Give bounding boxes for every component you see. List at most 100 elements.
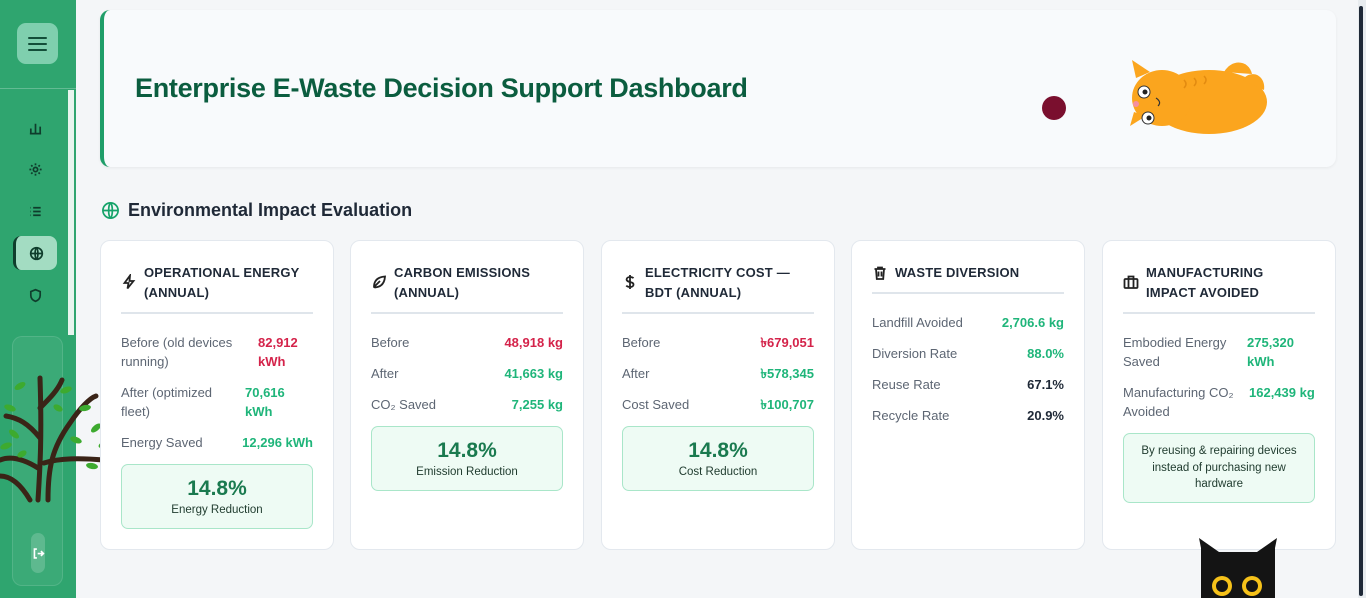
metric-value: ৳679,051 [760, 335, 814, 350]
sidebar-divider [0, 88, 76, 89]
metric-label: Cost Saved [622, 397, 690, 412]
card-header: CARBON EMISSIONS (ANNUAL) [371, 241, 563, 314]
reduction-label: Energy Reduction [171, 504, 263, 516]
reduction-label: Emission Reduction [416, 466, 518, 478]
energy-card: OPERATIONAL ENERGY (ANNUAL) Before (old … [100, 240, 334, 550]
factory-icon [1123, 275, 1139, 289]
card-header: ELECTRICITY COST — BDT (ANNUAL) [622, 241, 814, 314]
metric-label: Diversion Rate [872, 346, 958, 361]
menu-toggle-button[interactable] [17, 23, 58, 64]
reduction-badge: 14.8% Cost Reduction [622, 426, 814, 491]
metric-value: ৳100,707 [760, 397, 814, 412]
metric-row: Energy Saved 12,296 kWh [121, 433, 313, 452]
sidebar [0, 0, 76, 598]
metric-label: After [622, 366, 650, 381]
sidebar-item-environment[interactable] [13, 236, 57, 270]
metric-value: 88.0% [1027, 346, 1064, 361]
metric-value: 275,320 kWh [1247, 335, 1294, 369]
metric-label: After (optimized fleet) [121, 385, 213, 419]
metric-row: Before (old devices running) 82,912 kWh [121, 333, 313, 371]
metric-row: After (optimized fleet) 70,616 kWh [121, 383, 313, 421]
metric-row: After ৳578,345 [622, 364, 814, 383]
page-title: Enterprise E-Waste Decision Support Dash… [135, 73, 748, 103]
metric-label: Before [622, 335, 661, 350]
card-title: CARBON EMISSIONS (ANNUAL) [394, 265, 531, 300]
section-title-text: Environmental Impact Evaluation [128, 200, 413, 220]
orange-cat-illustration [1130, 60, 1267, 134]
card-title: MANUFACTURING IMPACT AVOIDED [1146, 265, 1264, 300]
metric-label: After [371, 366, 399, 381]
metric-row: Recycle Rate 20.9% [872, 406, 1064, 425]
metric-label: Landfill Avoided [872, 315, 963, 330]
lightning-icon [122, 274, 136, 290]
metric-row: Reuse Rate 67.1% [872, 375, 1064, 394]
card-title: WASTE DIVERSION [895, 265, 1020, 280]
metric-label: Embodied Energy Saved [1123, 335, 1227, 369]
logout-icon [33, 547, 45, 559]
black-cat-illustration [1199, 538, 1277, 598]
header-banner: Enterprise E-Waste Decision Support Dash… [100, 10, 1336, 167]
metric-label: Recycle Rate [872, 408, 950, 423]
metric-label: Reuse Rate [872, 377, 941, 392]
carbon-card: CARBON EMISSIONS (ANNUAL) Before 48,918 … [350, 240, 584, 550]
metric-row: Embodied Energy Saved 275,320 kWh [1123, 333, 1315, 371]
card-header: MANUFACTURING IMPACT AVOIDED [1123, 241, 1315, 314]
metric-value: 2,706.6 kg [1001, 315, 1064, 330]
tree-illustration [0, 375, 110, 503]
sidebar-item-list[interactable] [13, 194, 57, 228]
metric-label: Before (old devices running) [121, 335, 233, 369]
metric-value: 162,439 kg [1249, 385, 1315, 400]
sidebar-item-analytics[interactable] [13, 110, 57, 144]
gear-icon [28, 162, 42, 176]
metric-value: ৳578,345 [760, 366, 814, 381]
metric-row: Diversion Rate 88.0% [872, 344, 1064, 363]
metric-value: 48,918 kg [504, 335, 563, 350]
card-title: OPERATIONAL ENERGY (ANNUAL) [144, 265, 300, 300]
metric-label: Energy Saved [121, 435, 203, 450]
page-scrollbar[interactable] [1358, 0, 1366, 598]
globe-icon [29, 246, 44, 260]
shield-icon [29, 288, 41, 302]
ball-decoration [1042, 96, 1066, 120]
metric-label: CO₂ Saved [371, 397, 437, 412]
metric-value: 70,616 kWh [245, 385, 285, 419]
metric-value: 7,255 kg [511, 397, 563, 412]
metric-row: CO₂ Saved 7,255 kg [371, 395, 563, 414]
metric-value: 41,663 kg [504, 366, 563, 381]
cost-card: ELECTRICITY COST — BDT (ANNUAL) Before ৳… [601, 240, 835, 550]
metric-row: Cost Saved ৳100,707 [622, 395, 814, 414]
reduction-badge: 14.8% Energy Reduction [121, 464, 313, 529]
logout-button[interactable] [31, 533, 45, 573]
reduction-value: 14.8% [187, 477, 247, 500]
metric-value: 82,912 kWh [258, 335, 298, 369]
sidebar-item-security[interactable] [13, 278, 57, 312]
sidebar-item-settings[interactable] [13, 152, 57, 186]
metric-label: Before [371, 335, 410, 350]
globe-icon [102, 202, 119, 219]
bar-chart-icon [29, 123, 41, 134]
reduction-label: Cost Reduction [678, 466, 758, 478]
metric-label: Manufacturing CO₂ Avoided [1123, 385, 1234, 419]
list-icon [29, 206, 41, 216]
reduction-badge: 14.8% Emission Reduction [371, 426, 563, 491]
section-title: Environmental Impact Evaluation [101, 200, 412, 221]
reduction-value: 14.8% [437, 439, 497, 462]
card-title: ELECTRICITY COST — BDT (ANNUAL) [645, 265, 790, 300]
impact-note: By reusing & repairing devices instead o… [1123, 433, 1315, 503]
metric-row: Before 48,918 kg [371, 333, 563, 352]
waste-card: WASTE DIVERSION Landfill Avoided 2,706.6… [851, 240, 1085, 550]
metric-row: Landfill Avoided 2,706.6 kg [872, 313, 1064, 332]
leaf-icon [373, 275, 386, 289]
trash-icon [874, 266, 886, 280]
metric-value: 67.1% [1027, 377, 1064, 392]
reduction-value: 14.8% [688, 439, 748, 462]
metric-row: Manufacturing CO₂ Avoided 162,439 kg [1123, 383, 1315, 421]
sidebar-scrollbar[interactable] [68, 90, 74, 335]
card-header: OPERATIONAL ENERGY (ANNUAL) [121, 241, 313, 314]
card-header: WASTE DIVERSION [872, 241, 1064, 294]
metric-row: After 41,663 kg [371, 364, 563, 383]
metric-value: 12,296 kWh [242, 435, 313, 450]
metric-row: Before ৳679,051 [622, 333, 814, 352]
metric-value: 20.9% [1027, 408, 1064, 423]
hamburger-icon [28, 36, 47, 39]
